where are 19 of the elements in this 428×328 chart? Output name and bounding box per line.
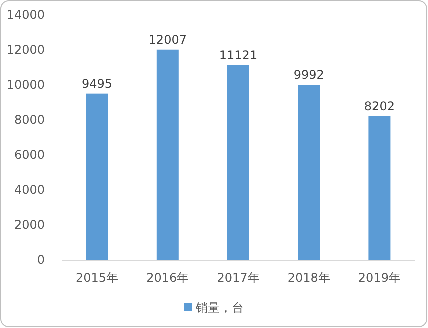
ytick: 10000 [6, 78, 45, 92]
xtick: 2019年 [358, 271, 401, 285]
ytick: 8000 [14, 113, 45, 127]
ytick: 6000 [14, 148, 45, 162]
ytick: 4000 [14, 183, 45, 197]
xtick: 2016年 [146, 271, 190, 285]
label: 11121 [219, 48, 258, 62]
label: 9992 [294, 68, 324, 82]
ytick: 14000 [6, 8, 45, 22]
xtick: 2017年 [217, 271, 260, 285]
ytick: 2000 [14, 218, 45, 232]
label: 12007 [148, 32, 187, 47]
label: 9495 [82, 76, 113, 91]
xtick: 2018年 [288, 271, 330, 285]
legend: 销量，台 [196, 301, 244, 315]
label: 8202 [364, 99, 395, 114]
ytick: 12000 [6, 43, 45, 57]
ytick: 0 [37, 253, 45, 267]
xtick: 2015年 [76, 271, 119, 285]
